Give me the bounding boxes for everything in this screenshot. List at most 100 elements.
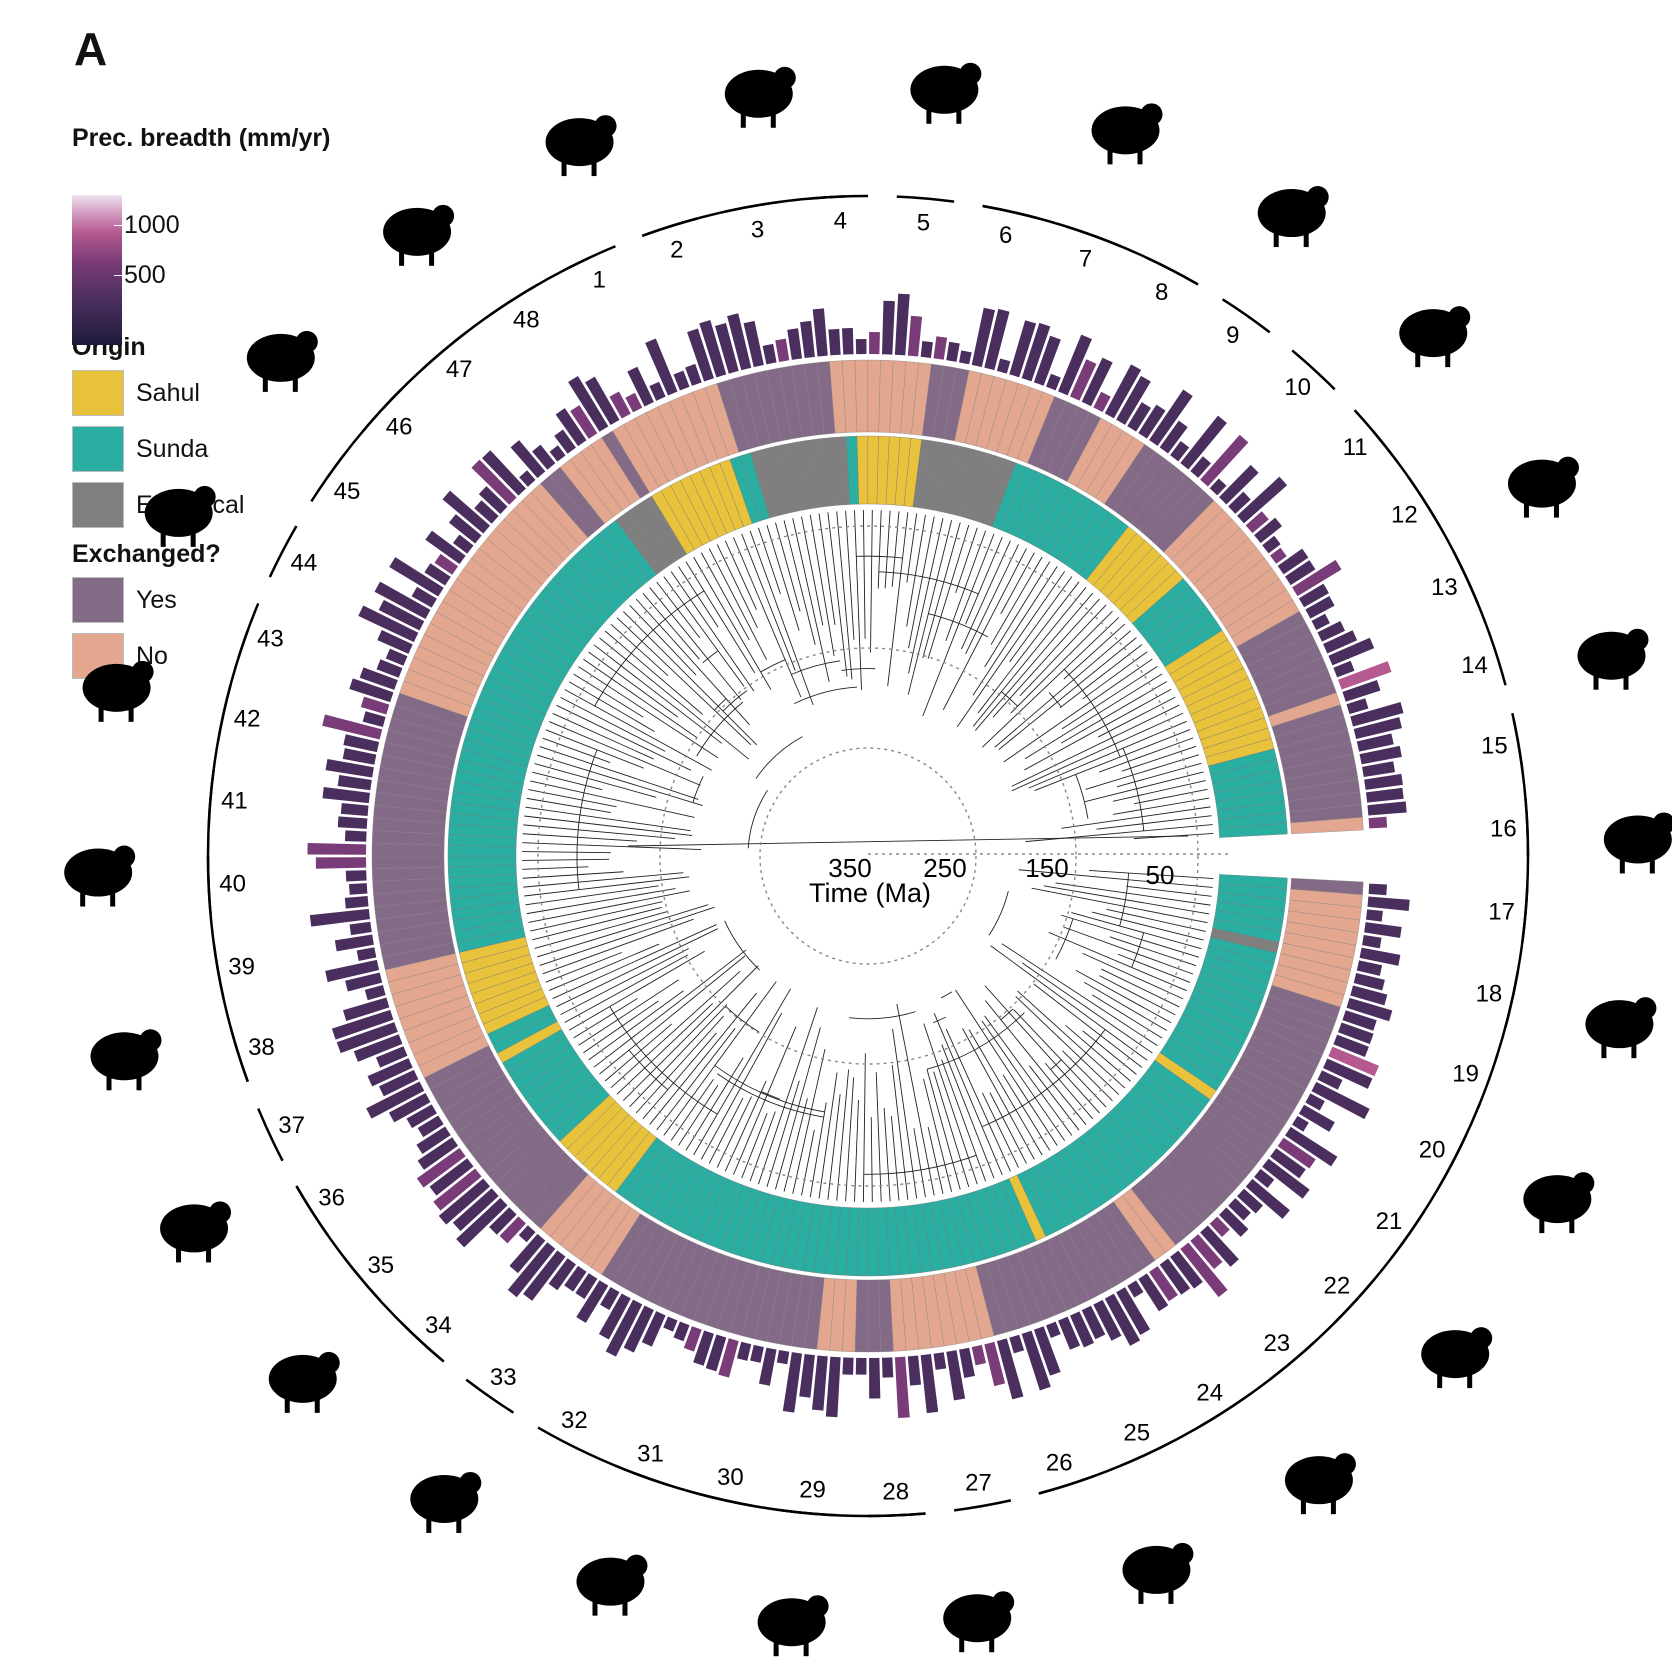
tree-branch — [678, 1085, 719, 1146]
precip-bar — [1356, 733, 1394, 752]
clade-label: 40 — [219, 871, 246, 898]
tree-branch — [530, 901, 663, 932]
tree-branch — [945, 530, 987, 641]
tree-branch — [663, 981, 777, 1136]
precip-bar — [378, 599, 425, 631]
precip-bar — [523, 1250, 566, 1301]
precip-bar — [1046, 373, 1061, 391]
elephant-silhouette — [1507, 456, 1579, 518]
precip-bar — [367, 1058, 413, 1087]
precip-bar — [1292, 1115, 1309, 1132]
origin-item-sahul: Sahul — [72, 368, 372, 418]
tree-branch — [1034, 729, 1191, 792]
precip-bar — [907, 1355, 922, 1386]
precip-bar — [448, 514, 482, 544]
clade-label: 28 — [882, 1478, 909, 1505]
origin-cell — [1218, 823, 1288, 838]
bat-silhouette — [910, 62, 982, 124]
sahul-swatch — [72, 370, 124, 416]
precip-bar — [549, 445, 566, 462]
tree-branch — [649, 992, 757, 1125]
precip-bar — [1116, 1287, 1151, 1335]
lizard-silhouette — [1421, 1327, 1493, 1389]
precip-bar — [855, 338, 867, 355]
precip-bar — [1104, 1293, 1141, 1346]
precip-bar — [609, 391, 631, 419]
time-guide-circle — [659, 647, 1077, 1065]
tree-branch — [522, 866, 589, 870]
tree-branch — [1061, 914, 1199, 958]
tree-branch — [927, 1126, 944, 1194]
tree-branch — [792, 518, 830, 682]
clade-label: 33 — [490, 1364, 517, 1391]
precip-bar — [1209, 478, 1227, 496]
tree-branch — [974, 592, 1094, 731]
tree-branch — [539, 746, 699, 800]
precip-bar — [564, 1265, 587, 1292]
tree-branch — [724, 540, 757, 611]
tree-branch — [1126, 885, 1212, 897]
precip-bar — [984, 1341, 1006, 1387]
tree-node-arc — [1122, 748, 1145, 831]
axis-tick-50: 50 — [1146, 860, 1175, 890]
precip-bar — [812, 308, 828, 357]
clade-label: 42 — [234, 705, 261, 732]
tree-branch — [604, 1023, 672, 1082]
precip-bar — [946, 1350, 966, 1401]
precip-bar — [1356, 960, 1383, 976]
precip-bar — [673, 370, 690, 391]
tree-branch — [522, 858, 610, 861]
panel-letter: A — [74, 23, 108, 75]
precip-bar — [907, 315, 923, 357]
tree-branch — [827, 512, 848, 677]
tree-branch — [998, 637, 1137, 750]
precip-bar — [344, 830, 367, 842]
tree-branch — [942, 548, 1027, 711]
precip-bar — [1353, 972, 1385, 991]
tree-branch — [1021, 962, 1153, 1054]
time-guide-circles — [537, 525, 1228, 1187]
precip-bar — [920, 341, 933, 358]
tree-branch — [1009, 576, 1073, 663]
tree-node-arc — [594, 590, 705, 707]
precip-bar — [342, 748, 377, 765]
tree-node-arc — [1000, 1008, 1014, 1021]
tree-branch — [539, 906, 715, 966]
tree-branch — [968, 1029, 1043, 1156]
tree-branch — [588, 990, 684, 1061]
precip-bar — [1270, 547, 1287, 564]
dove-silhouette — [82, 660, 154, 722]
tree-branch — [523, 872, 684, 888]
tree-branch — [984, 1015, 1073, 1136]
precip-bar — [532, 444, 556, 470]
clade-arc — [1291, 349, 1336, 391]
precip-bar — [799, 1353, 815, 1398]
precip-bar — [331, 1009, 394, 1040]
tree-branch — [1011, 704, 1180, 787]
tree-branch — [549, 721, 701, 786]
frog-silhouette — [1523, 1172, 1595, 1234]
tree-branch — [783, 1098, 808, 1192]
tree-node-arc — [761, 1091, 780, 1100]
precip-bar — [349, 883, 368, 895]
precip-bar — [1093, 1299, 1122, 1341]
time-guide-circle — [537, 525, 1199, 1187]
precip-bar — [1277, 548, 1309, 575]
clade-arcs — [206, 194, 1530, 1518]
tree-branch — [1003, 658, 1153, 763]
precip-bar — [775, 338, 790, 362]
precip-bar — [389, 557, 444, 597]
precip-bar — [645, 338, 678, 396]
clade-label: 19 — [1452, 1061, 1479, 1088]
clade-label: 47 — [446, 356, 473, 383]
precip-bar — [1228, 1198, 1251, 1221]
precip-bar — [442, 490, 491, 534]
precip-bar — [811, 1355, 828, 1411]
tree-node-arc — [1131, 932, 1145, 968]
precip-bar — [452, 1188, 499, 1232]
precip-bar — [1367, 801, 1407, 816]
tree-branch — [1082, 952, 1184, 1000]
tree-branch — [1018, 869, 1213, 888]
tree-branch — [1083, 981, 1167, 1031]
tree-branch — [573, 998, 638, 1039]
